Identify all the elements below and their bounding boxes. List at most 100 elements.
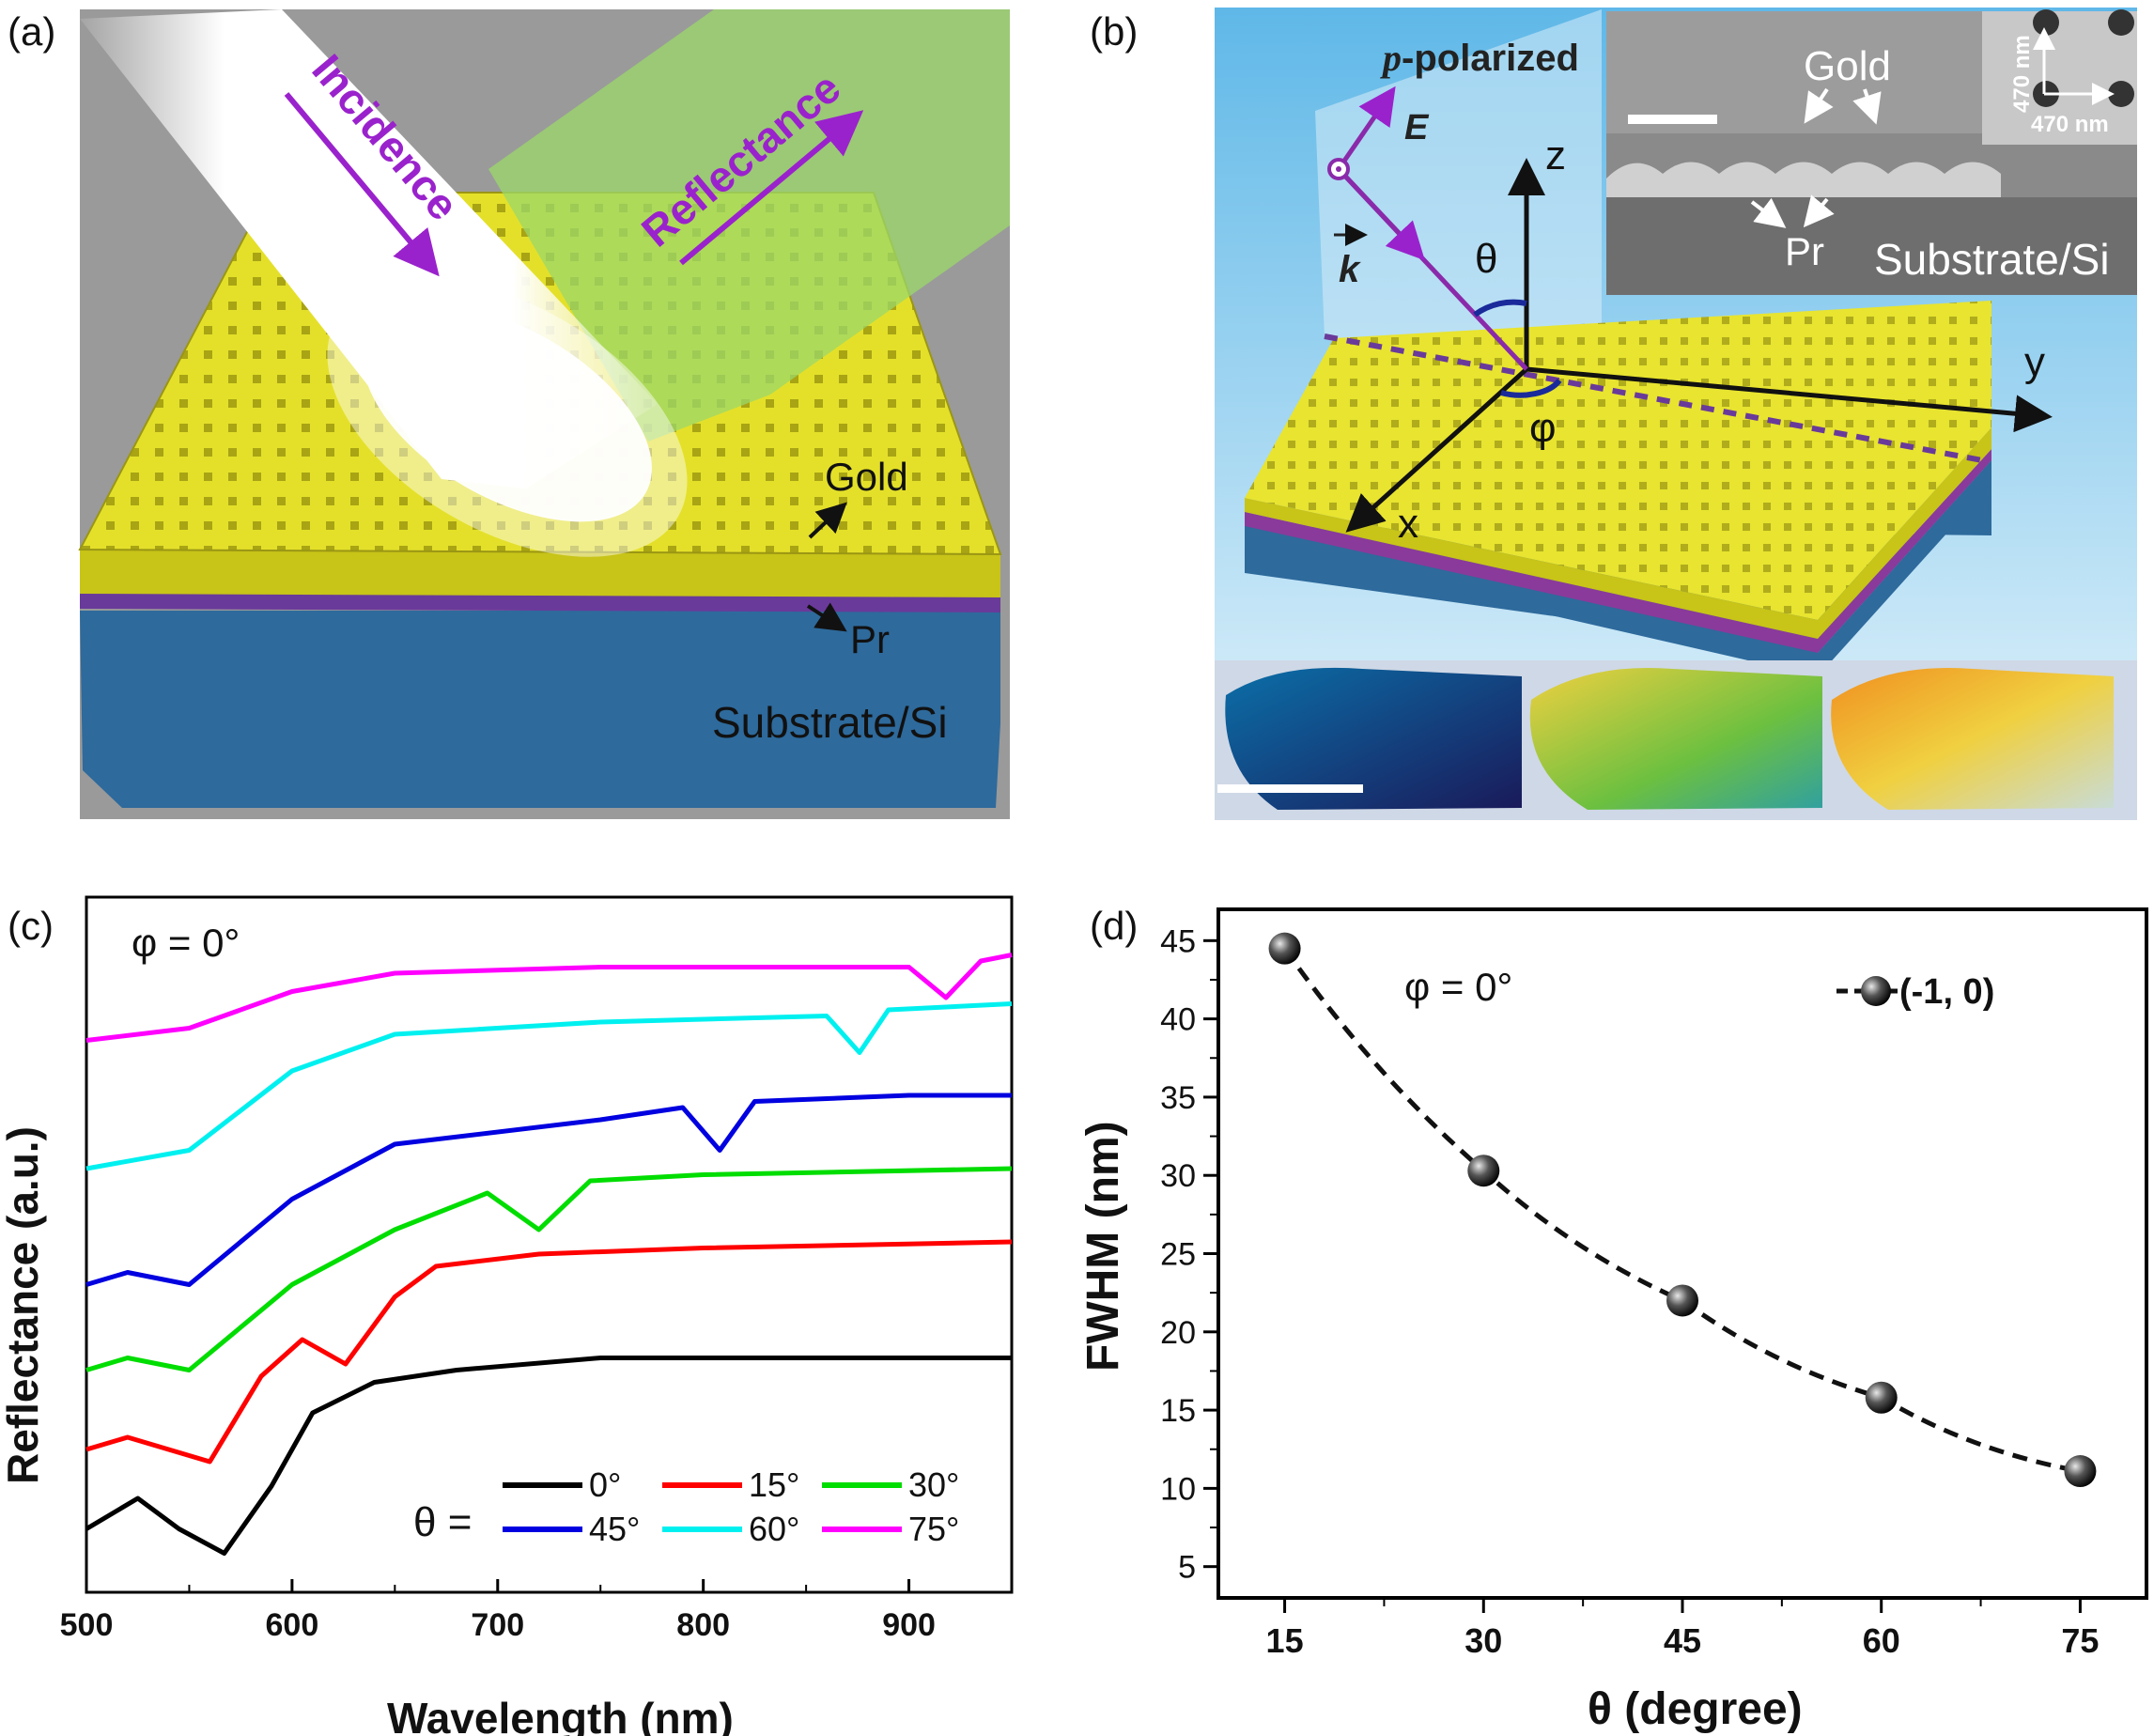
- ytick-label: 40: [1160, 1002, 1196, 1038]
- p-polarized-label: p-polarized: [1380, 37, 1579, 79]
- ytick-label: 5: [1178, 1550, 1196, 1586]
- substrate-side: [1245, 460, 1991, 676]
- pr-layer-b: [1245, 449, 1991, 653]
- plot-d-legend-label: (-1, 0): [1899, 972, 1994, 1012]
- plot-c-legend-title: θ =: [413, 1499, 472, 1545]
- plot-d-phi-label: φ = 0°: [1404, 965, 1512, 1009]
- panel-label-a: (a): [8, 9, 55, 54]
- pr-label: Pr: [850, 617, 890, 661]
- theta-arc: [1473, 299, 1527, 318]
- y-axis: [1526, 366, 2053, 433]
- incident-beam: [80, 9, 688, 557]
- pr-arrow: [806, 602, 847, 632]
- series-line: [85, 1239, 1013, 1465]
- reflectance-arrow: [679, 110, 864, 266]
- series-line: [85, 1001, 1013, 1171]
- e-field-label: E: [1404, 108, 1430, 147]
- plot-d-xlabel: θ (degree): [1588, 1684, 1803, 1734]
- inset-vertical-label: 470 nm: [2009, 35, 2035, 113]
- xtick-label: 15: [1266, 1621, 1304, 1660]
- gold-label: Gold: [825, 455, 908, 499]
- xtick-label: 800: [676, 1607, 730, 1643]
- k-vector-arrow: [1337, 167, 1425, 261]
- legend-label: 75°: [908, 1510, 959, 1548]
- series-line: [85, 1166, 1013, 1372]
- data-point: [1865, 1381, 1898, 1414]
- plot-c-series: [85, 953, 1013, 1556]
- panel-c: 500 600 700 800 900 φ = 0° Wavelength (nm) R…: [0, 895, 1014, 1736]
- sem-substrate-label: Substrate/Si: [1874, 235, 2110, 284]
- pr-layer: [80, 592, 1000, 612]
- panel-label-c: (c): [8, 904, 54, 948]
- xtick-label: 45: [1664, 1621, 1701, 1660]
- legend-label: 45°: [589, 1510, 640, 1548]
- xtick-label: 500: [60, 1607, 114, 1643]
- wafer-yellow: [1831, 667, 2114, 810]
- data-point: [2064, 1455, 2097, 1488]
- sem-scale-bar: [1628, 115, 1717, 124]
- data-point: [1268, 932, 1301, 965]
- plot-d-ylabel: FWHM (nm): [1078, 1121, 1128, 1372]
- theta-label: θ: [1475, 236, 1497, 282]
- legend-label: 60°: [749, 1510, 799, 1548]
- x-axis: [1345, 367, 1528, 533]
- plot-c-ylabel: Reflectance (a.u.): [0, 1126, 47, 1484]
- ytick-label: 25: [1160, 1237, 1196, 1273]
- panel-b: z y x θ φ p-polarized E k Gold Pr: [1090, 8, 2137, 820]
- gold-nanohole-array-b: [1245, 301, 1991, 620]
- xtick-label: 60: [1863, 1621, 1900, 1660]
- k-vector-label: k: [1339, 249, 1361, 290]
- sem-gold-arrow-2: [1852, 88, 1882, 125]
- phi-label: φ: [1529, 405, 1557, 451]
- plot-d-axes: 15 30 45 60 75 5 10 15 20 25 30 35 40 45: [1160, 923, 2099, 1660]
- xtick-label: 30: [1464, 1621, 1502, 1660]
- gold-side: [80, 550, 1000, 597]
- z-label: z: [1545, 132, 1566, 178]
- substrate-label: Substrate/Si: [712, 698, 948, 747]
- data-point: [1666, 1284, 1698, 1317]
- sem-pr-label: Pr: [1785, 229, 1824, 273]
- series-line: [85, 1093, 1012, 1287]
- panel-label-b: (b): [1090, 9, 1138, 54]
- phi-arc: [1500, 379, 1562, 398]
- data-point: [1467, 1155, 1500, 1187]
- panel-a: Incidence Reflectance Gold Pr Substrate/…: [8, 9, 1010, 819]
- ytick-label: 45: [1160, 923, 1196, 959]
- sem-hole-1: [2033, 9, 2059, 36]
- plot-c-legend: 0° 15° 30° 45° 60° 75°: [503, 1465, 959, 1548]
- series-line: [85, 1356, 1012, 1556]
- incidence-arrow: [284, 92, 440, 277]
- legend-label: 30°: [908, 1465, 959, 1504]
- substrate-layer: [80, 611, 1000, 808]
- xtick-label: 900: [882, 1607, 936, 1643]
- plot-c-xticks: 500 600 700 800 900: [60, 1579, 936, 1643]
- ytick-label: 10: [1160, 1471, 1196, 1507]
- ytick-label: 20: [1160, 1315, 1196, 1351]
- sem-inset: Gold Pr Substrate/Si 470 nm 470 nm: [1606, 9, 2137, 295]
- sem-gold-label: Gold: [1804, 43, 1891, 89]
- xtick-label: 700: [471, 1607, 524, 1643]
- sem-hole-4: [2108, 81, 2134, 107]
- x-label: x: [1398, 501, 1418, 547]
- e-field-arrow: [1336, 85, 1396, 171]
- sem-hole-2: [2108, 9, 2134, 36]
- photo-scale-bar: [1217, 784, 1363, 793]
- xtick-label: 75: [2061, 1621, 2099, 1660]
- wafer-green: [1529, 667, 1822, 810]
- plot-c-phi-label: φ = 0°: [132, 921, 240, 965]
- gold-arrow: [808, 502, 847, 539]
- gold-side-b: [1245, 427, 1991, 639]
- xtick-label: 600: [266, 1607, 319, 1643]
- sem-gold-arrow-1: [1804, 87, 1834, 124]
- ytick-label: 15: [1160, 1393, 1196, 1429]
- sem-topview-inset: [1982, 11, 2137, 145]
- plot-d-data: [1268, 932, 2097, 1488]
- sem-pr-arrow-1: [1750, 197, 1787, 228]
- polarization-dot-center: [1336, 166, 1341, 172]
- wafer-blue: [1225, 667, 1522, 810]
- y-label: y: [2024, 339, 2045, 385]
- plot-d-legend-marker: [1861, 976, 1891, 1006]
- sem-gold-bumps: [1606, 162, 2001, 197]
- legend-label: 15°: [749, 1465, 799, 1504]
